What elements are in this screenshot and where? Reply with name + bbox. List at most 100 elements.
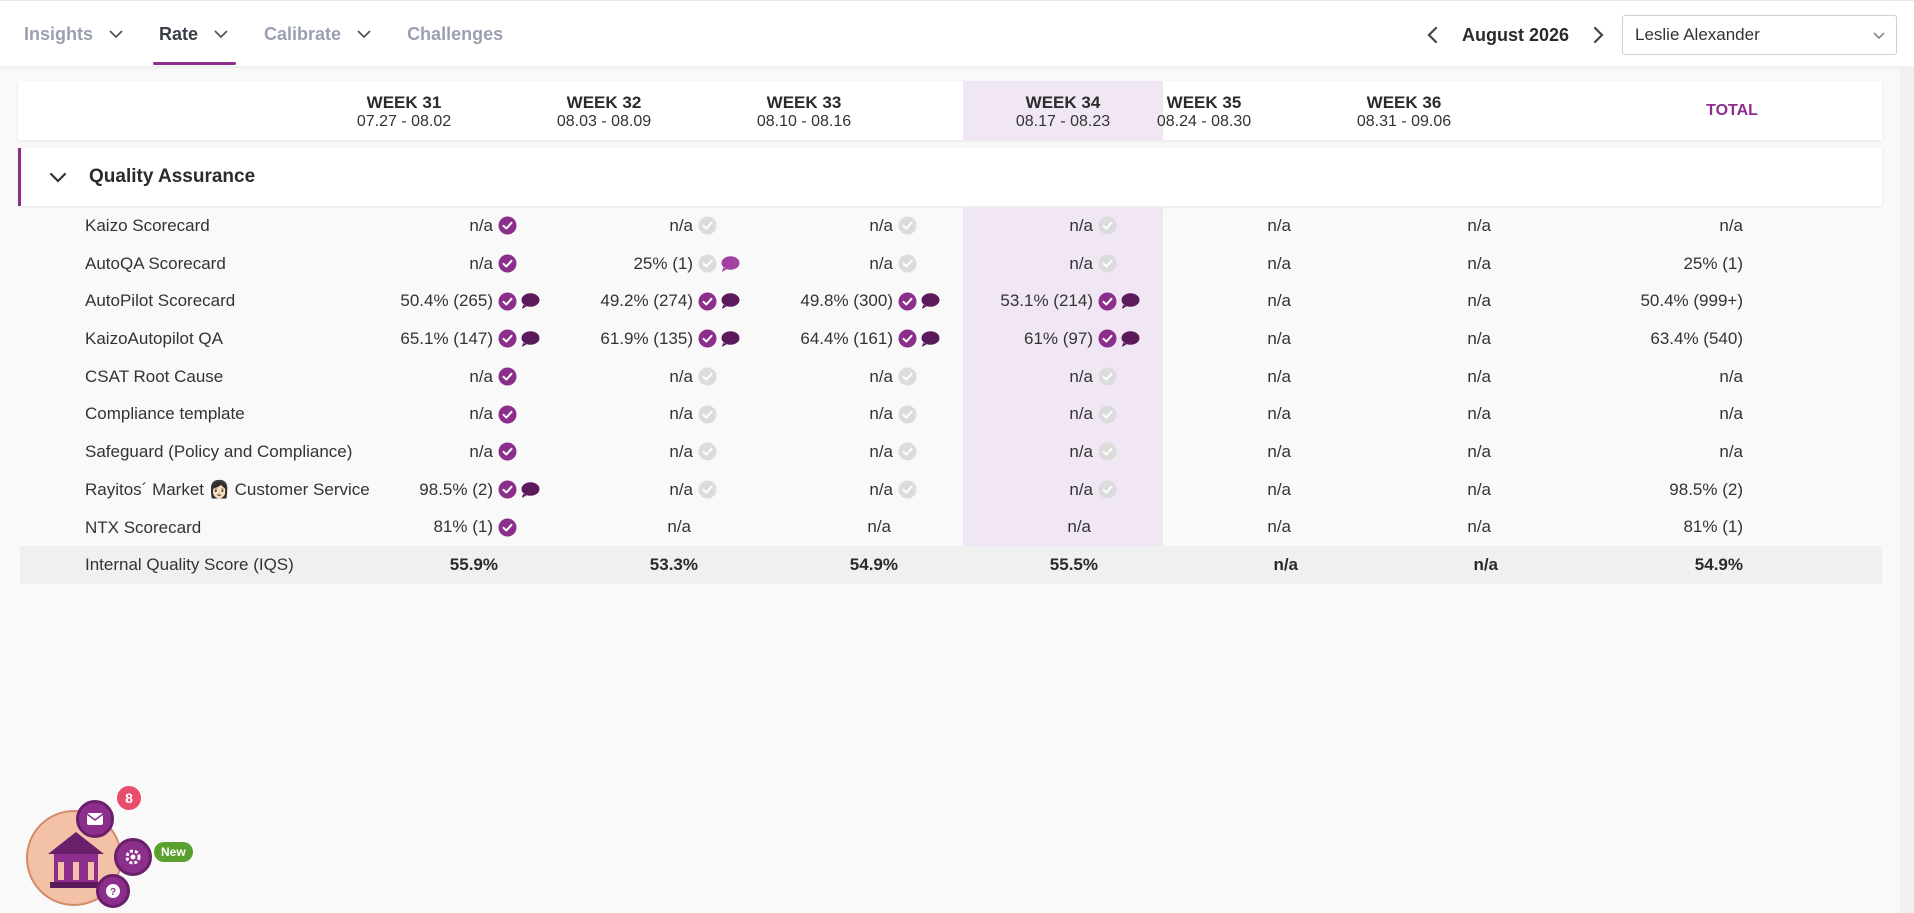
check-circle-icon[interactable] (498, 216, 517, 235)
score-cell[interactable]: n/a (669, 395, 717, 433)
check-circle-icon[interactable] (898, 329, 917, 348)
prev-month-icon[interactable] (1418, 15, 1446, 55)
check-circle-pending-icon[interactable] (1098, 442, 1117, 461)
score-cell[interactable]: n/a (869, 245, 917, 283)
score-cell[interactable]: 53.1% (214) (1000, 282, 1140, 320)
score-cell[interactable]: n/a (869, 207, 917, 245)
check-circle-pending-icon[interactable] (898, 405, 917, 424)
score-cell[interactable]: n/a (1267, 358, 1291, 396)
comment-icon[interactable] (920, 292, 940, 310)
score-cell[interactable]: n/a (1273, 546, 1298, 584)
check-circle-icon[interactable] (498, 329, 517, 348)
score-cell[interactable]: n/a (1467, 358, 1491, 396)
score-cell[interactable]: 98.5% (2) (419, 471, 540, 509)
score-cell[interactable]: n/a (1467, 433, 1491, 471)
score-cell[interactable]: n/a (1267, 245, 1291, 283)
score-cell[interactable]: n/a (1467, 320, 1491, 358)
comment-icon[interactable] (520, 330, 540, 348)
comment-icon[interactable] (720, 255, 740, 273)
score-cell[interactable]: 55.5% (1050, 546, 1098, 584)
score-cell[interactable]: 25% (1) (633, 245, 740, 283)
check-circle-icon[interactable] (498, 405, 517, 424)
comment-icon[interactable] (1120, 292, 1140, 310)
score-cell[interactable]: n/a (669, 471, 717, 509)
check-circle-icon[interactable] (698, 329, 717, 348)
score-cell[interactable]: n/a (1267, 509, 1291, 547)
help-icon[interactable]: ? (96, 874, 130, 908)
score-cell[interactable]: 49.2% (274) (600, 282, 740, 320)
score-cell[interactable]: n/a (1267, 207, 1291, 245)
comment-icon[interactable] (720, 330, 740, 348)
score-cell[interactable]: 64.4% (161) (800, 320, 940, 358)
score-cell[interactable]: n/a (469, 395, 517, 433)
score-cell[interactable]: n/a (1069, 358, 1117, 396)
tab-insights[interactable]: Insights (18, 1, 131, 67)
tab-challenges[interactable]: Challenges (401, 1, 509, 67)
score-cell[interactable]: n/a (1069, 395, 1117, 433)
scrollbar[interactable] (1900, 66, 1914, 913)
check-circle-icon[interactable] (498, 367, 517, 386)
check-circle-icon[interactable] (498, 518, 517, 537)
score-cell[interactable]: n/a (869, 433, 917, 471)
score-cell[interactable]: n/a (1069, 471, 1117, 509)
check-circle-pending-icon[interactable] (698, 367, 717, 386)
score-cell[interactable]: n/a (1069, 207, 1117, 245)
score-cell[interactable]: n/a (469, 358, 517, 396)
check-circle-pending-icon[interactable] (1098, 254, 1117, 273)
score-cell[interactable]: n/a (469, 433, 517, 471)
check-circle-icon[interactable] (1098, 292, 1117, 311)
score-cell[interactable]: n/a (1069, 433, 1117, 471)
check-circle-icon[interactable] (498, 480, 517, 499)
score-cell[interactable]: n/a (867, 509, 891, 547)
comment-icon[interactable] (1120, 330, 1140, 348)
score-cell[interactable]: n/a (1267, 471, 1291, 509)
check-circle-pending-icon[interactable] (898, 480, 917, 499)
score-cell[interactable]: n/a (1467, 395, 1491, 433)
score-cell[interactable]: n/a (1267, 433, 1291, 471)
score-cell[interactable]: n/a (1067, 509, 1091, 547)
score-cell[interactable]: n/a (1467, 282, 1491, 320)
score-cell[interactable]: 50.4% (265) (400, 282, 540, 320)
check-circle-pending-icon[interactable] (898, 254, 917, 273)
score-cell[interactable]: n/a (669, 358, 717, 396)
score-cell[interactable]: 49.8% (300) (800, 282, 940, 320)
check-circle-pending-icon[interactable] (898, 216, 917, 235)
check-circle-icon[interactable] (498, 254, 517, 273)
check-circle-pending-icon[interactable] (1098, 480, 1117, 499)
comment-icon[interactable] (720, 292, 740, 310)
score-cell[interactable]: 61.9% (135) (600, 320, 740, 358)
check-circle-pending-icon[interactable] (698, 442, 717, 461)
score-cell[interactable]: 61% (97) (1024, 320, 1140, 358)
comment-icon[interactable] (520, 292, 540, 310)
check-circle-icon[interactable] (498, 292, 517, 311)
check-circle-icon[interactable] (1098, 329, 1117, 348)
check-circle-pending-icon[interactable] (698, 405, 717, 424)
check-circle-icon[interactable] (898, 292, 917, 311)
score-cell[interactable]: 54.9% (850, 546, 898, 584)
check-circle-pending-icon[interactable] (1098, 405, 1117, 424)
collapse-chevron-icon[interactable] (47, 166, 69, 188)
score-cell[interactable]: n/a (1473, 546, 1498, 584)
score-cell[interactable]: n/a (1467, 207, 1491, 245)
comment-icon[interactable] (920, 330, 940, 348)
score-cell[interactable]: n/a (1467, 471, 1491, 509)
score-cell[interactable]: 81% (1) (433, 509, 517, 547)
check-circle-pending-icon[interactable] (1098, 216, 1117, 235)
score-cell[interactable]: n/a (469, 245, 517, 283)
score-cell[interactable]: n/a (1467, 509, 1491, 547)
check-circle-pending-icon[interactable] (898, 367, 917, 386)
gear-icon[interactable] (114, 838, 152, 876)
tab-rate[interactable]: Rate (153, 1, 237, 67)
check-circle-pending-icon[interactable] (898, 442, 917, 461)
comment-icon[interactable] (520, 481, 540, 499)
score-cell[interactable]: 55.9% (450, 546, 498, 584)
check-circle-icon[interactable] (698, 292, 717, 311)
score-cell[interactable]: 65.1% (147) (400, 320, 540, 358)
score-cell[interactable]: n/a (1467, 245, 1491, 283)
check-circle-icon[interactable] (498, 442, 517, 461)
score-cell[interactable]: n/a (1267, 320, 1291, 358)
score-cell[interactable]: n/a (1267, 395, 1291, 433)
next-month-icon[interactable] (1585, 15, 1613, 55)
score-cell[interactable]: n/a (1069, 245, 1117, 283)
score-cell[interactable]: n/a (669, 433, 717, 471)
